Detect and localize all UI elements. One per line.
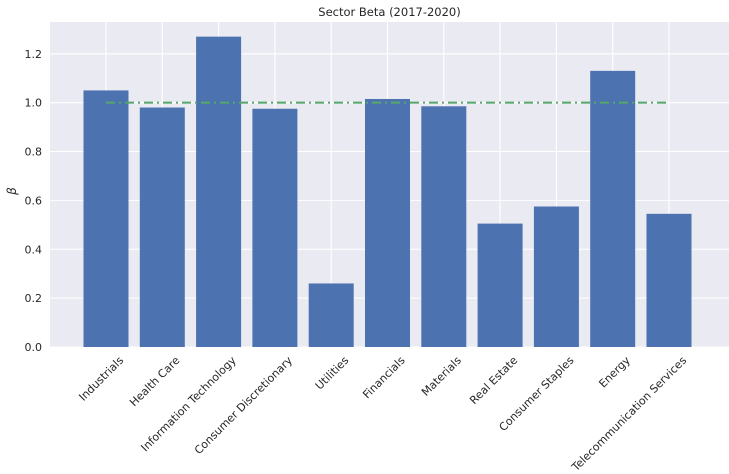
x-tick-label: Consumer Discretionary xyxy=(192,354,295,457)
y-tick-label: 0.6 xyxy=(25,194,43,207)
bar xyxy=(308,283,354,347)
bar xyxy=(252,108,298,347)
bar xyxy=(590,70,636,347)
y-tick-label: 0.0 xyxy=(25,341,43,354)
bar xyxy=(83,90,129,347)
y-tick-label: 0.2 xyxy=(25,292,43,305)
x-tick-label: Information Technology xyxy=(138,354,239,455)
y-axis-label: β xyxy=(5,187,19,196)
x-tick-label: Health Care xyxy=(127,354,182,409)
bars-group xyxy=(83,36,692,348)
bar xyxy=(196,36,242,348)
bar xyxy=(477,223,523,347)
bar xyxy=(365,98,410,347)
x-tick-label: Energy xyxy=(596,354,633,391)
y-tick-label: 1.0 xyxy=(25,97,43,110)
x-tick-label: Financials xyxy=(360,354,407,401)
y-tick-label: 1.2 xyxy=(25,48,43,61)
bar xyxy=(533,206,579,347)
chart-title: Sector Beta (2017-2020) xyxy=(318,5,460,19)
x-tick-label: Telecommunication Services xyxy=(569,354,690,470)
y-tick-label: 0.8 xyxy=(25,146,43,159)
bar xyxy=(139,107,185,348)
bar xyxy=(646,213,692,347)
x-tick-label: Materials xyxy=(419,354,464,399)
y-tick-label: 0.4 xyxy=(25,243,43,256)
x-tick-label: Utilities xyxy=(313,354,352,393)
bar xyxy=(421,106,467,348)
y-tick-labels: 0.0 0.2 0.4 0.6 0.8 1.0 1.2 xyxy=(25,48,43,354)
x-tick-label: Industrials xyxy=(76,354,126,404)
x-tick-label: Real Estate xyxy=(467,354,520,407)
